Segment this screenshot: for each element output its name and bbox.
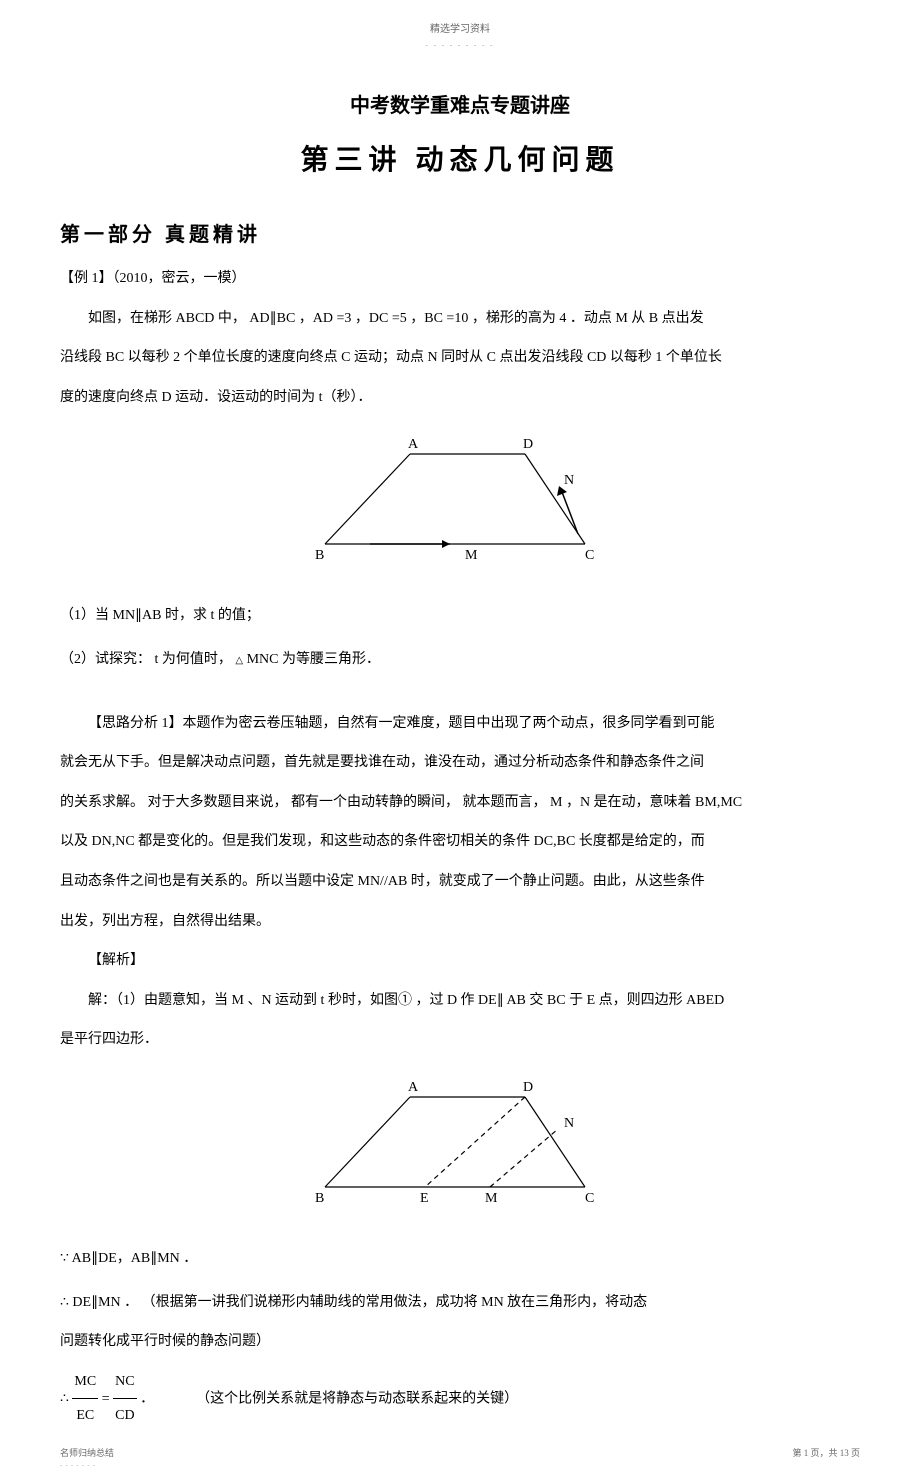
label-B2: B (315, 1191, 324, 1206)
header-dots: - - - - - - - - - (60, 41, 860, 49)
solution-header: 【解析】 (60, 944, 860, 978)
title-sub: 第三讲 动态几何问题 (60, 138, 860, 178)
solution-line1: 解：（1）由题意知，当 M 、N 运动到 t 秒时，如图① ，过 D 作 DE∥… (60, 984, 860, 1018)
label-M: M (465, 548, 478, 563)
frac1-den: EC (72, 1399, 98, 1433)
analysis-line5: 且动态条件之间也是有关系的。所以当题中设定 MN//AB 时，就变成了一个静止问… (60, 865, 860, 899)
footer-right-text: 第 1 页，共 13 页 (792, 1446, 860, 1459)
frac2-den: CD (113, 1399, 136, 1433)
therefore-symbol: ∴ (60, 1391, 69, 1406)
question-2: （2）试探究： t 为何值时， △ MNC 为等腰三角形． (60, 643, 860, 677)
diagram-2: A D B C E M N (60, 1077, 860, 1212)
frac1-num: MC (72, 1365, 98, 1400)
label-N: N (564, 473, 574, 488)
problem-line3: 度的速度向终点 D 运动．设运动的时间为 t（秒）． (60, 381, 860, 415)
solution-line2: 是平行四边形． (60, 1023, 860, 1057)
label-M2: M (485, 1191, 498, 1206)
header-small-text: 精选学习资料 (60, 20, 860, 35)
equals-sign: = (102, 1391, 110, 1406)
solution-step3: ∴ MC EC = NC CD ． （这个比例关系就是将静态与动态联系起来的关键… (60, 1365, 860, 1433)
solution-step1: ∵ AB∥DE，AB∥MN ． (60, 1242, 860, 1276)
step3-note: （这个比例关系就是将静态与动态联系起来的关键） (196, 1391, 518, 1406)
example-label: 【例 1】（2010，密云，一模） (60, 262, 860, 296)
label-N2: N (564, 1116, 574, 1131)
frac2-num: NC (113, 1365, 136, 1400)
solution-step2: ∴ DE∥MN ． （根据第一讲我们说梯形内辅助线的常用做法，成功将 MN 放在… (60, 1286, 860, 1320)
diagram-1: A D B C M N (60, 434, 860, 569)
question-1: （1）当 MN∥AB 时，求 t 的值； (60, 599, 860, 633)
fraction-1: MC EC (72, 1365, 98, 1433)
label-D: D (523, 437, 533, 452)
analysis-line3: 的关系求解。 对于大多数题目来说， 都有一个由动转静的瞬间， 就本题而言， M … (60, 786, 860, 820)
label-A: A (408, 437, 419, 452)
fraction-2: NC CD (113, 1365, 136, 1433)
title-main: 中考数学重难点专题讲座 (60, 89, 860, 118)
label-C: C (585, 548, 594, 563)
solution-step2b: 问题转化成平行时候的静态问题） (60, 1325, 860, 1359)
footer-left-text: 名师归纳总结 (60, 1448, 114, 1458)
section-title: 第一部分 真题精讲 (60, 218, 860, 247)
analysis-header: 【思路分析 1】本题作为密云卷压轴题，自然有一定难度，题目中出现了两个动点，很多… (60, 707, 860, 741)
period: ． (140, 1391, 154, 1406)
label-A2: A (408, 1080, 419, 1095)
label-B: B (315, 548, 324, 563)
label-E2: E (420, 1191, 429, 1206)
problem-line2: 沿线段 BC 以每秒 2 个单位长度的速度向终点 C 运动；动点 N 同时从 C… (60, 341, 860, 375)
analysis-line4: 以及 DN,NC 都是变化的。但是我们发现，和这些动态的条件密切相关的条件 DC… (60, 825, 860, 859)
label-C2: C (585, 1191, 594, 1206)
analysis-line2: 就会无从下手。但是解决动点问题，首先就是要找谁在动，谁没在动，通过分析动态条件和… (60, 746, 860, 780)
problem-line1: 如图，在梯形 ABCD 中， AD∥BC ，AD =3 ，DC =5 ，BC =… (60, 302, 860, 336)
analysis-line6: 出发，列出方程，自然得出结果。 (60, 905, 860, 939)
label-D2: D (523, 1080, 533, 1095)
footer-left-dots: - - - - - - - (60, 1463, 96, 1469)
footer: 名师归纳总结 - - - - - - - 第 1 页，共 13 页 (60, 1446, 860, 1469)
